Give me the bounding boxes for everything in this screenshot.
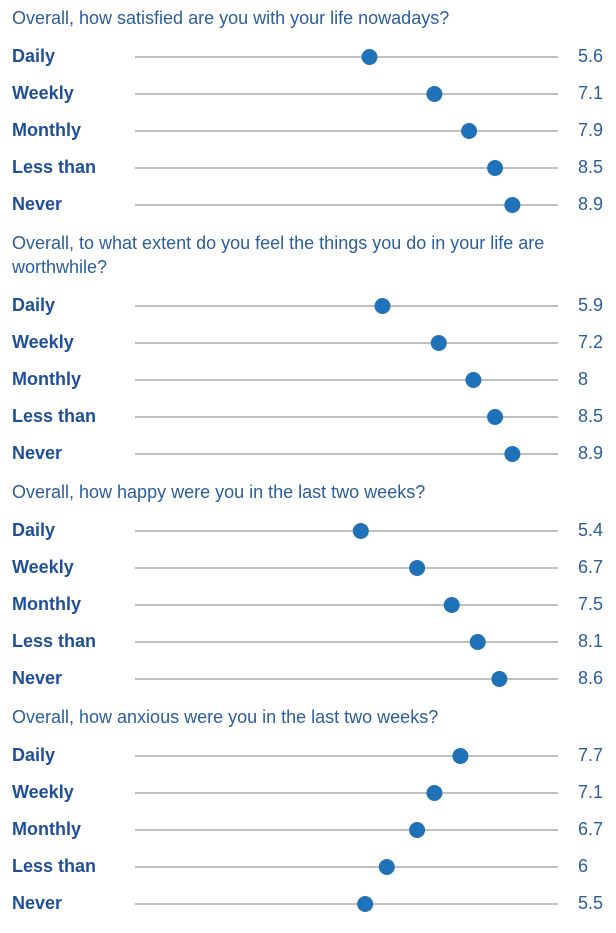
- row: Less than 6: [12, 856, 588, 876]
- category-label: Daily: [12, 745, 55, 765]
- category-label: Less than: [12, 856, 96, 876]
- row: Daily 7.7: [12, 745, 603, 765]
- dot: [487, 409, 504, 425]
- panel: Overall, how satisfied are you with your…: [0, 0, 616, 223]
- row: Daily 5.4: [12, 520, 603, 540]
- row: Weekly 7.2: [12, 332, 603, 352]
- category-label: Monthly: [12, 369, 81, 389]
- category-label: Monthly: [12, 594, 81, 614]
- category-label: Weekly: [12, 782, 74, 802]
- panel-title: Overall, how satisfied are you with your…: [12, 8, 450, 28]
- dot: [465, 372, 482, 388]
- category-label: Monthly: [12, 819, 81, 839]
- panel: Overall, how anxious were you in the las…: [0, 697, 616, 922]
- category-label: Daily: [12, 520, 55, 540]
- row: Monthly 7.9: [12, 120, 603, 140]
- dot: [352, 523, 369, 539]
- row: Daily 5.6: [12, 46, 603, 66]
- value-label: 6.7: [578, 819, 603, 839]
- dot: [461, 123, 478, 139]
- dot: [426, 785, 443, 801]
- row: Never 8.6: [12, 668, 603, 688]
- row: Daily 5.9: [12, 295, 603, 315]
- panel: Overall, to what extent do you feel the …: [0, 223, 616, 472]
- row: Weekly 7.1: [12, 83, 603, 103]
- value-label: 7.2: [578, 332, 603, 352]
- row: Less than 8.1: [12, 631, 603, 651]
- row: Weekly 6.7: [12, 557, 603, 577]
- value-label: 6: [578, 856, 588, 876]
- dot: [378, 859, 395, 875]
- row: Weekly 7.1: [12, 782, 603, 802]
- value-label: 8.5: [578, 406, 603, 426]
- dot: [374, 298, 391, 314]
- value-label: 8.9: [578, 194, 603, 214]
- dot: [487, 160, 504, 176]
- value-label: 7.9: [578, 120, 603, 140]
- dot: [430, 335, 447, 351]
- category-label: Weekly: [12, 332, 74, 352]
- value-label: 5.9: [578, 295, 603, 315]
- row: Monthly 8: [12, 369, 588, 389]
- value-label: 8: [578, 369, 588, 389]
- category-label: Less than: [12, 157, 96, 177]
- category-label: Weekly: [12, 83, 74, 103]
- dot: [491, 671, 508, 687]
- panel: Overall, how happy were you in the last …: [0, 472, 616, 697]
- value-label: 6.7: [578, 557, 603, 577]
- row: Never 5.5: [12, 893, 603, 913]
- dot: [443, 597, 460, 613]
- dot: [409, 560, 426, 576]
- value-label: 7.1: [578, 83, 603, 103]
- category-label: Monthly: [12, 120, 81, 140]
- row: Never 8.9: [12, 194, 603, 214]
- dot: [504, 197, 521, 213]
- category-label: Daily: [12, 46, 55, 66]
- category-label: Never: [12, 668, 62, 688]
- dot: [469, 634, 486, 650]
- category-label: Weekly: [12, 557, 74, 577]
- dot: [504, 446, 521, 462]
- panel-title: Overall, how anxious were you in the las…: [12, 707, 439, 727]
- panel-title: Overall, to what extent do you feel the …: [12, 233, 545, 277]
- value-label: 8.1: [578, 631, 603, 651]
- dot: [426, 86, 443, 102]
- dot: [452, 748, 469, 764]
- row: Monthly 7.5: [12, 594, 603, 614]
- value-label: 8.6: [578, 668, 603, 688]
- row: Less than 8.5: [12, 406, 603, 426]
- panel-title: Overall, how happy were you in the last …: [12, 482, 426, 502]
- dot: [361, 49, 378, 65]
- value-label: 8.5: [578, 157, 603, 177]
- row: Less than 8.5: [12, 157, 603, 177]
- category-label: Less than: [12, 631, 96, 651]
- value-label: 7.7: [578, 745, 603, 765]
- category-label: Never: [12, 194, 62, 214]
- row: Monthly 6.7: [12, 819, 603, 839]
- category-label: Never: [12, 893, 62, 913]
- value-label: 5.6: [578, 46, 603, 66]
- value-label: 7.1: [578, 782, 603, 802]
- value-label: 7.5: [578, 594, 603, 614]
- value-label: 5.5: [578, 893, 603, 913]
- category-label: Less than: [12, 406, 96, 426]
- row: Never 8.9: [12, 443, 603, 463]
- value-label: 8.9: [578, 443, 603, 463]
- value-label: 5.4: [578, 520, 603, 540]
- dot: [357, 896, 374, 912]
- category-label: Never: [12, 443, 62, 463]
- category-label: Daily: [12, 295, 55, 315]
- dot: [409, 822, 426, 838]
